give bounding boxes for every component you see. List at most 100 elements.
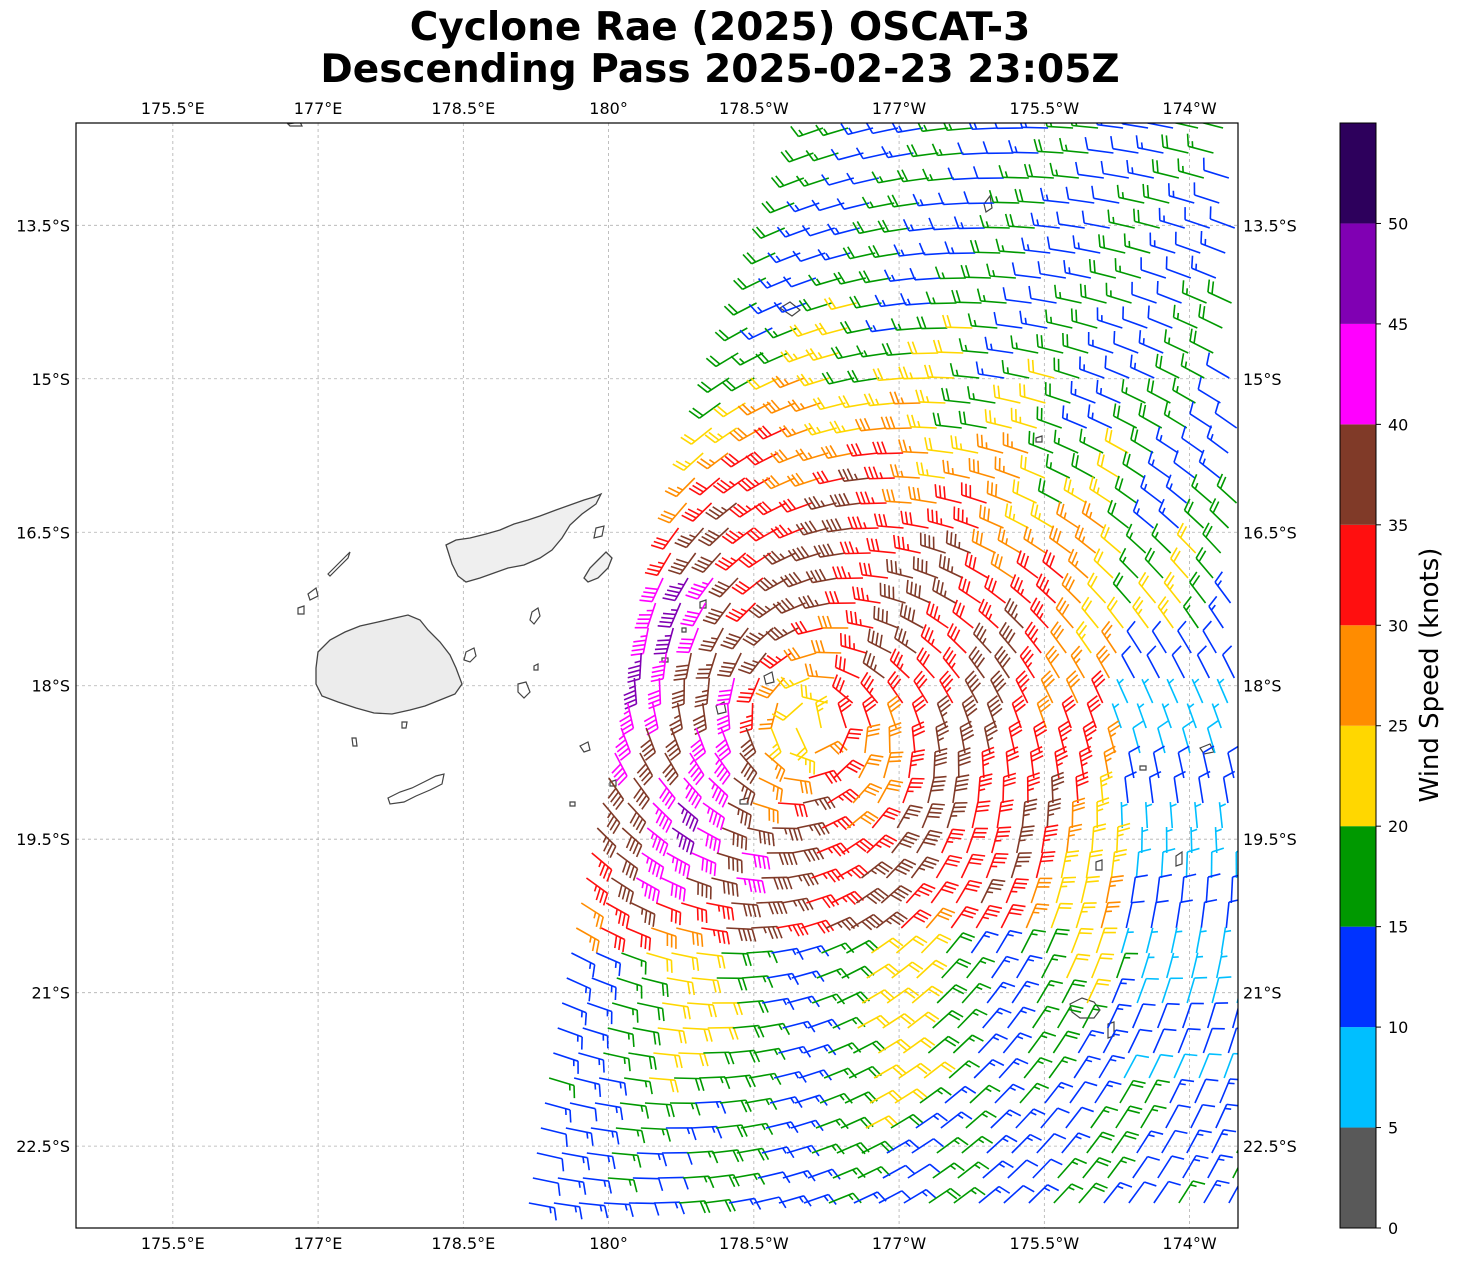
barb-feather — [1066, 670, 1077, 681]
wind-barb — [887, 671, 904, 704]
barb-feather — [844, 541, 850, 554]
wind-barb — [1062, 332, 1089, 354]
barb-feather — [1181, 280, 1185, 293]
barb-feather — [909, 267, 916, 281]
barb-feather — [930, 807, 944, 810]
barb-feather — [629, 811, 638, 824]
barb-half-feather — [684, 460, 691, 466]
barb-feather — [739, 719, 753, 725]
barb-feather — [671, 698, 685, 705]
lat-tick-label-left: 21°S — [31, 984, 70, 1003]
barb-feather — [990, 670, 1001, 681]
barb-half-feather — [981, 368, 984, 375]
barb-feather — [989, 703, 1001, 713]
barb-half-feather — [1027, 662, 1033, 668]
wind-barb — [669, 702, 683, 736]
barb-feather — [742, 556, 754, 566]
barb-feather — [717, 723, 730, 731]
barb-feather — [997, 830, 1011, 834]
wind-barb — [1157, 720, 1169, 754]
barb-half-feather — [1243, 1159, 1249, 1160]
barb-feather — [675, 460, 688, 469]
wind-barb — [1138, 330, 1164, 354]
barb-feather — [1026, 528, 1032, 542]
barb-feather — [984, 336, 989, 350]
barb-feather — [790, 125, 800, 137]
wind-barb — [982, 141, 1014, 155]
barb-feather — [1063, 876, 1077, 879]
lon-tick-label-bottom: 178.5°E — [431, 1234, 495, 1253]
barb-half-feather — [878, 176, 884, 183]
wind-barb — [1129, 354, 1155, 379]
colorbar-bin — [1340, 725, 1376, 827]
barb-feather — [773, 301, 783, 313]
barb-feather — [785, 597, 795, 609]
barb-feather — [1042, 850, 1056, 854]
barb-half-feather — [794, 204, 800, 211]
barb-feather — [1075, 309, 1078, 323]
barb-feather — [1147, 305, 1150, 319]
barb-feather — [745, 751, 757, 761]
barb-feather — [617, 775, 628, 786]
barb-feather — [787, 498, 797, 510]
barb-feather — [958, 751, 971, 758]
barb-feather — [1081, 500, 1087, 514]
barb-half-feather — [964, 344, 968, 352]
wind-barb — [1163, 571, 1182, 604]
barb-shaft — [862, 152, 889, 160]
barb-feather — [717, 698, 730, 702]
barb-half-feather — [739, 357, 745, 364]
barb-feather — [830, 347, 839, 359]
wind-barb — [1105, 282, 1132, 304]
island-tofua — [1175, 850, 1183, 867]
barb-feather — [682, 810, 689, 824]
barb-feather — [763, 657, 775, 667]
wind-barb — [805, 568, 839, 584]
barb-feather — [737, 481, 748, 492]
barb-feather — [863, 417, 871, 431]
barb-feather — [893, 534, 897, 548]
barb-feather — [651, 673, 664, 678]
barb-feather — [764, 327, 774, 339]
barb-feather — [775, 766, 782, 780]
barb-feather — [783, 424, 793, 436]
wind-barb — [1050, 621, 1067, 654]
barb-feather — [803, 423, 813, 436]
barb-half-feather — [1163, 703, 1170, 709]
barb-shaft — [1049, 248, 1076, 254]
wind-barb — [815, 695, 829, 729]
wind-barb — [1024, 621, 1042, 654]
barb-feather — [873, 513, 879, 527]
barb-feather — [1101, 953, 1115, 956]
barb-feather — [836, 198, 845, 210]
barb-feather — [697, 538, 710, 547]
barb-feather — [721, 773, 731, 785]
barb-feather — [1100, 160, 1105, 174]
wind-barb — [1012, 479, 1037, 504]
barb-feather — [993, 311, 998, 325]
wind-barb — [1171, 645, 1186, 679]
barb-half-feather — [771, 579, 778, 585]
barb-feather — [748, 303, 759, 315]
barb-feather — [838, 680, 845, 693]
wind-barb — [874, 294, 907, 308]
barb-feather — [996, 835, 1009, 838]
wind-barb — [995, 238, 1026, 254]
barb-feather — [647, 567, 660, 573]
barb-feather — [1058, 720, 1070, 729]
barb-feather — [721, 557, 734, 565]
island-gau — [517, 681, 531, 699]
barb-half-feather — [764, 605, 771, 611]
barb-feather — [1087, 572, 1095, 585]
wind-barb — [912, 193, 945, 207]
barb-half-feather — [798, 129, 804, 136]
wind-barb — [856, 345, 889, 358]
wind-barb — [729, 502, 762, 518]
barb-feather — [1016, 550, 1022, 563]
wind-barb — [958, 338, 989, 354]
barb-feather — [1035, 573, 1043, 586]
barb-feather — [1135, 135, 1139, 148]
barb-feather — [1001, 625, 1010, 637]
barb-feather — [890, 489, 896, 503]
barb-half-feather — [1068, 267, 1071, 274]
